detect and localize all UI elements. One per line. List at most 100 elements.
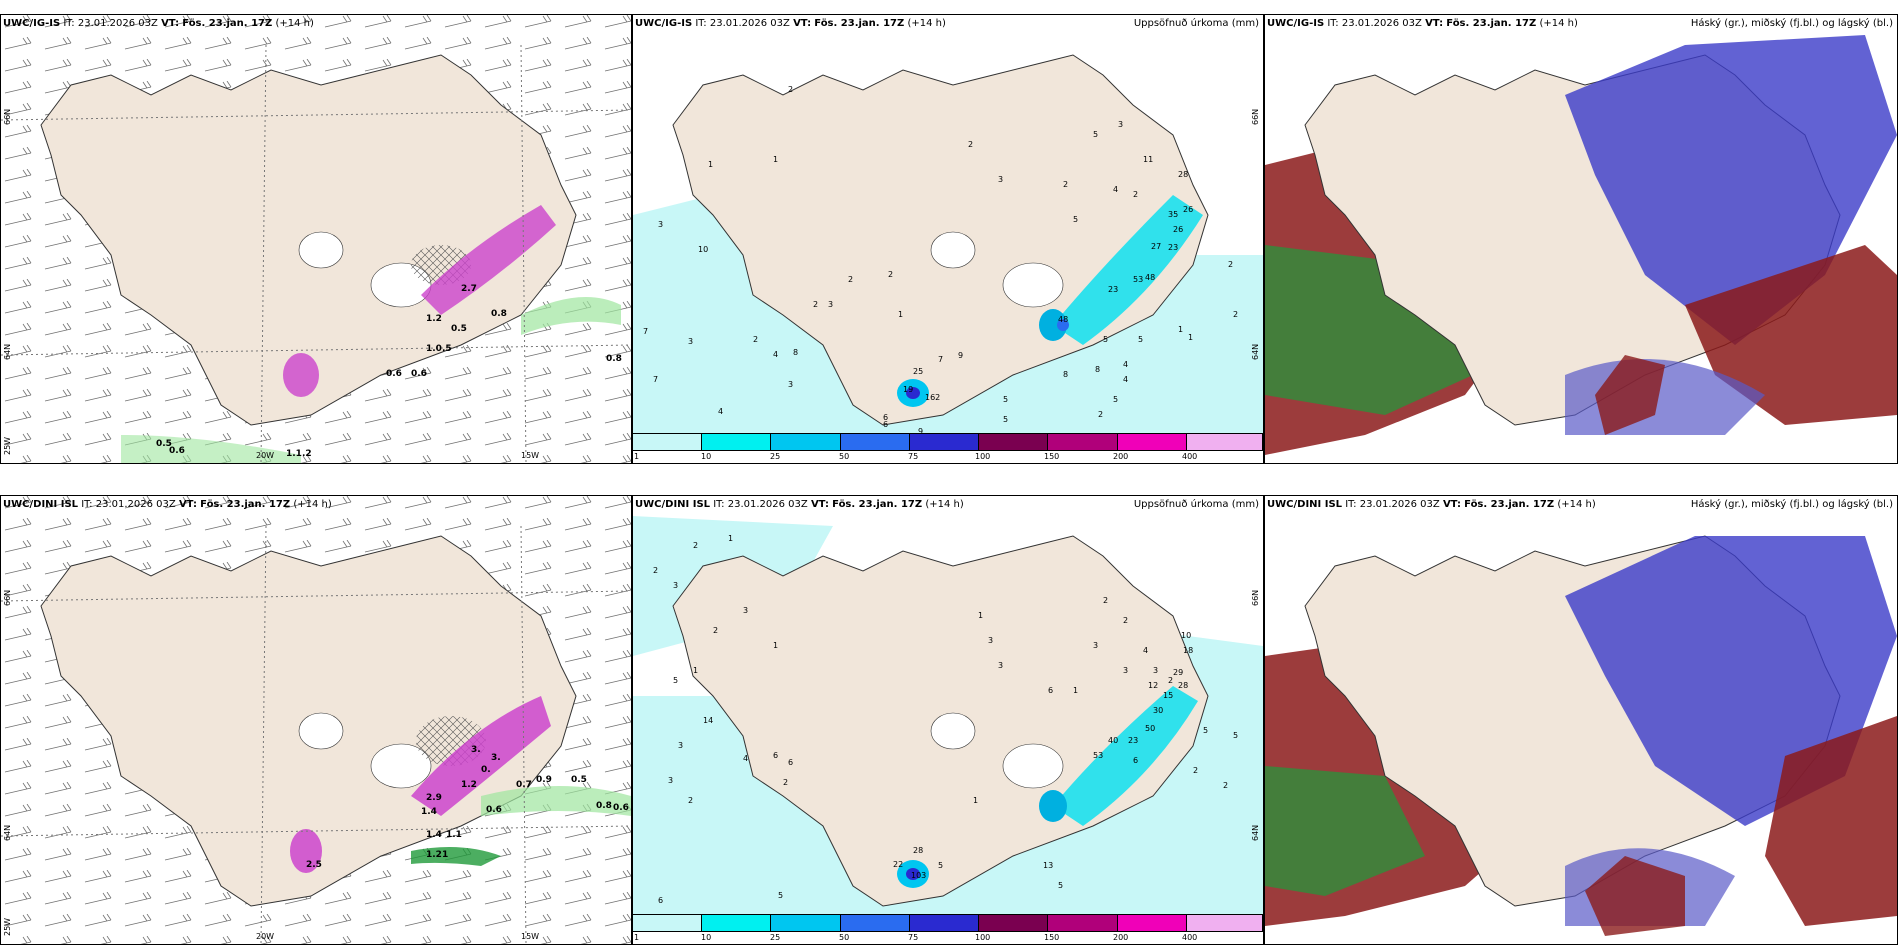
value-label: 0.8	[491, 309, 507, 319]
value-label: 26	[1173, 225, 1184, 234]
value-label: 2	[968, 140, 974, 149]
legend-swatch	[840, 915, 910, 932]
value-label: 2	[1223, 781, 1229, 790]
lat-label: 64N	[3, 343, 12, 360]
legend-tick: 400	[1182, 933, 1198, 942]
value-label: 6	[1133, 756, 1139, 765]
value-label: 5	[673, 676, 679, 685]
value-label: 2	[1193, 766, 1199, 775]
legend-swatch	[633, 915, 703, 932]
lat-label: 25W	[3, 436, 12, 455]
lon-label: 20W	[256, 932, 275, 941]
value-label: 5	[1138, 335, 1144, 344]
value-label: 12	[1148, 681, 1159, 690]
legend-swatch	[979, 434, 1049, 451]
value-label: 2	[1133, 190, 1139, 199]
value-label: 1	[1178, 325, 1184, 334]
legend-tick: 400	[1182, 452, 1198, 461]
value-label: 10	[1181, 631, 1192, 640]
value-label: 2	[688, 796, 694, 805]
value-label: 3	[1153, 666, 1159, 675]
map-panel-wind-dini: UWC/DINI ISL IT: 23.01.2026 03Z VT: Fös.…	[0, 495, 632, 945]
value-label: 2	[888, 270, 894, 279]
lon-label: 15W	[521, 932, 540, 941]
value-label: 5	[1093, 130, 1099, 139]
cloud-map	[1265, 496, 1897, 944]
value-label: 4	[773, 350, 779, 359]
value-label: 5	[1073, 215, 1079, 224]
value-label: 3.	[471, 745, 481, 755]
legend-tick: 10	[701, 452, 712, 461]
value-label: 3	[743, 606, 749, 615]
value-label: 0.6	[386, 369, 402, 379]
value-label: 162	[925, 393, 941, 402]
legend-swatch	[1048, 915, 1118, 932]
value-label: 18	[1183, 646, 1194, 655]
legend-tick: 10	[701, 933, 712, 942]
legend-tick: 50	[839, 452, 850, 461]
value-label: 48	[1058, 315, 1069, 324]
map-panel-wind-ig-is: UWC/IG-IS IT: 23.01.2026 03Z VT: Fös. 23…	[0, 14, 632, 464]
lat-label: 66N	[1251, 589, 1260, 606]
value-label: 2.7	[461, 284, 477, 294]
value-label: 3	[673, 581, 679, 590]
legend-swatch	[1048, 434, 1118, 451]
value-label: 5	[1233, 731, 1239, 740]
value-label: 4	[743, 754, 749, 763]
value-label: 4	[1113, 185, 1119, 194]
value-label: 3	[678, 741, 684, 750]
value-label: 8	[793, 348, 799, 357]
value-label: 2	[653, 566, 659, 575]
value-label: 2	[1103, 596, 1109, 605]
value-label: 4	[1143, 646, 1149, 655]
legend-swatch	[1186, 434, 1263, 451]
value-label: 3	[828, 300, 834, 309]
value-label: 3	[998, 175, 1004, 184]
value-label: 1.1.2	[286, 449, 312, 459]
value-label: 1	[1188, 333, 1194, 342]
value-label: 28	[1178, 170, 1189, 179]
value-label: 3	[658, 220, 664, 229]
value-label: 0.5	[451, 324, 467, 334]
value-label: 0.7	[516, 780, 532, 790]
legend-swatch	[771, 434, 841, 451]
value-label: 30	[1153, 706, 1164, 715]
value-label: 5	[1058, 881, 1064, 890]
value-label: 19	[903, 385, 914, 394]
value-label: 13	[1043, 861, 1054, 870]
value-label: 6	[883, 420, 889, 429]
wind-map	[1, 496, 631, 944]
precip-legend	[633, 914, 1263, 933]
value-label: 1.4	[426, 830, 442, 840]
value-label: 2	[1063, 180, 1069, 189]
legend-swatch	[1186, 915, 1263, 932]
lat-label: 25W	[3, 917, 12, 936]
value-label: 3.	[491, 753, 501, 763]
lat-label: 64N	[1251, 824, 1260, 841]
value-label: 35	[1168, 210, 1179, 219]
legend-tick: 75	[908, 933, 919, 942]
value-label: 2	[813, 300, 819, 309]
value-label: 3	[788, 380, 794, 389]
cloud-map	[1265, 15, 1897, 463]
panel-title: UWC/IG-IS IT: 23.01.2026 03Z VT: Fös. 23…	[3, 18, 314, 29]
value-label: 1.21	[426, 850, 449, 860]
value-label: 1.4	[421, 807, 437, 817]
value-label: 4	[718, 407, 724, 416]
value-label: 3	[668, 776, 674, 785]
lon-label: 15W	[521, 451, 540, 460]
legend-tick: 100	[975, 452, 991, 461]
value-label: 1.2	[461, 780, 477, 790]
value-label: 1	[693, 666, 699, 675]
value-label: 7	[653, 375, 659, 384]
value-label: 11	[1143, 155, 1154, 164]
value-label: 23	[1128, 736, 1139, 745]
legend-tick: 50	[839, 933, 850, 942]
legend-tick: 200	[1113, 452, 1129, 461]
value-label: 53	[1133, 275, 1144, 284]
lat-label: 66N	[1251, 108, 1260, 125]
panel-title: UWC/IG-IS IT: 23.01.2026 03Z VT: Fös. 23…	[1267, 18, 1578, 29]
value-label: 0.	[481, 765, 491, 775]
value-label: 15	[1163, 691, 1174, 700]
panel-subtitle: Uppsöfnuð úrkoma (mm)	[1133, 18, 1259, 29]
